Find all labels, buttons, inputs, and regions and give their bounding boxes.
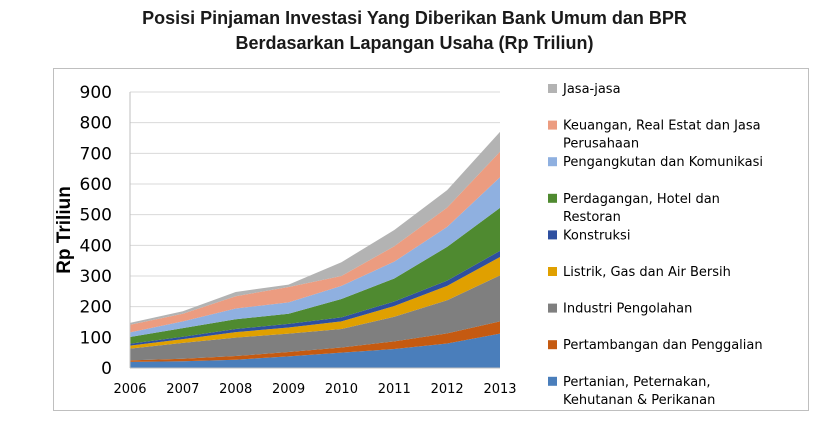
legend-swatch — [548, 157, 557, 167]
area-series-4 — [130, 256, 500, 349]
x-tick-label: 2011 — [378, 382, 411, 397]
y-tick-label: 300 — [80, 267, 112, 287]
legend-label: Listrik, Gas dan Air Bersih — [563, 265, 731, 280]
legend-swatch — [548, 193, 557, 203]
x-tick-label: 2006 — [113, 382, 146, 397]
legend-swatch — [548, 340, 557, 350]
chart-area-border — [53, 68, 809, 411]
legend-label: Pertanian, Peternakan, Kehutanan & Perika… — [563, 375, 715, 408]
x-tick-label: 2010 — [325, 382, 358, 397]
y-tick-label: 700 — [80, 144, 112, 164]
area-series-3 — [130, 275, 500, 361]
y-tick-label: 400 — [80, 236, 112, 256]
x-tick-label: 2007 — [166, 382, 199, 397]
legend-label: Pengangkutan dan Komunikasi — [563, 155, 763, 170]
y-tick-label: 100 — [80, 328, 112, 348]
legend-label: Pertambangan dan Penggalian — [563, 338, 763, 353]
y-tick-label: 200 — [80, 298, 112, 318]
area-series-1 — [130, 333, 500, 368]
legend-swatch — [548, 303, 557, 313]
legend-label: Keuangan, Real Estat dan Jasa Perusahaan — [563, 119, 761, 152]
legend: Jasa-jasa Keuangan, Real Estat dan Jasa Pe… — [548, 82, 763, 408]
x-tick-label: 2012 — [431, 382, 464, 397]
area-series-7 — [130, 177, 500, 338]
legend-label: Industri Pengolahan — [563, 302, 692, 317]
legend-label: Konstruksi — [563, 228, 630, 243]
axes: 0 100 200 300 400 500 600 700 800 900 2006 2007 2008… — [54, 83, 517, 397]
legend-swatch — [548, 376, 557, 386]
legend-swatch — [548, 84, 557, 93]
legend-swatch — [548, 267, 557, 276]
area-series-6 — [130, 207, 500, 344]
y-tick-label: 600 — [80, 175, 112, 195]
legend-swatch — [548, 230, 557, 240]
legend-label: Perdagangan, Hotel dan Restoran — [563, 192, 720, 225]
y-axis-title: Rp Triliun — [54, 186, 75, 274]
y-tick-label: 500 — [80, 206, 112, 226]
series-areas — [130, 131, 500, 368]
x-tick-label: 2009 — [272, 382, 305, 397]
chart-title-line-1: Posisi Pinjaman Investasi Yang Diberikan… — [142, 8, 687, 28]
chart-title-line-2: Berdasarkan Lapangan Usaha (Rp Triliun) — [235, 33, 594, 53]
legend-label: Jasa-jasa — [562, 82, 621, 97]
y-tick-label: 900 — [80, 83, 112, 103]
x-tick-label: 2008 — [219, 382, 252, 397]
y-tick-label: 0 — [101, 359, 112, 379]
legend-swatch — [548, 120, 557, 130]
area-series-2 — [130, 321, 500, 362]
y-tick-label: 800 — [80, 114, 112, 134]
x-tick-label: 2013 — [483, 382, 516, 397]
